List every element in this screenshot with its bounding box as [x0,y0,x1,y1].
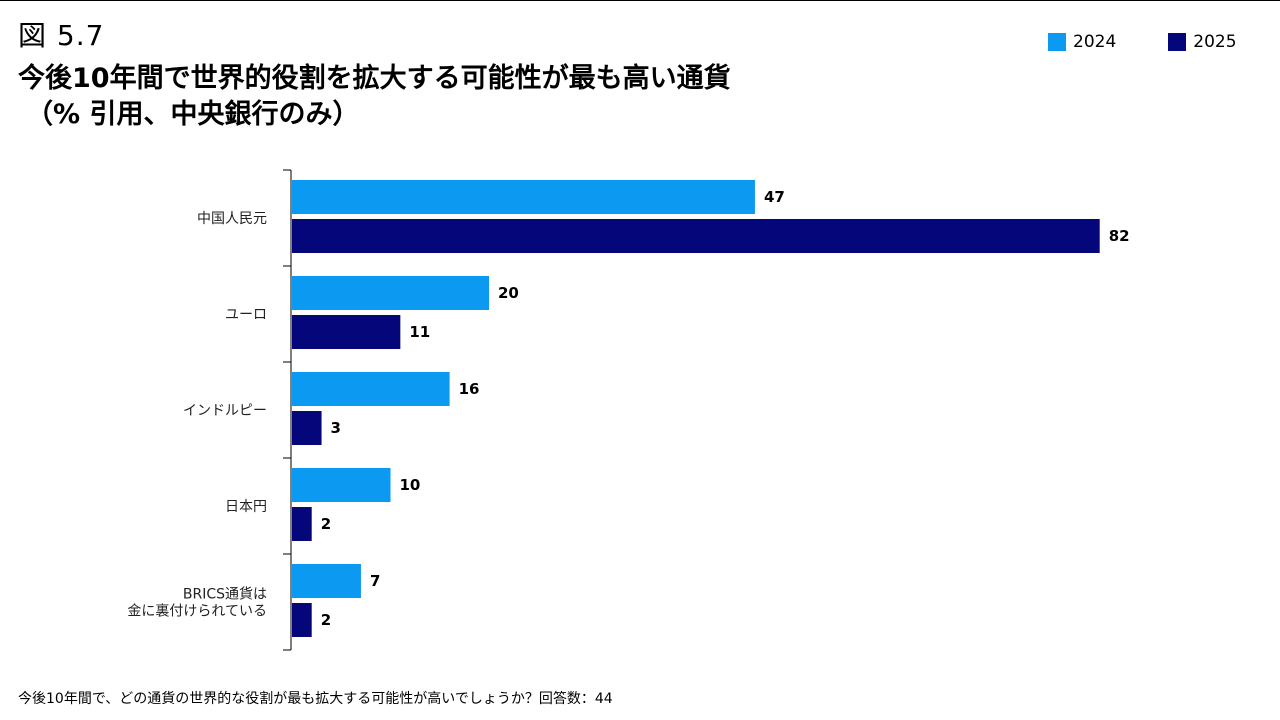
legend-item-2024: 2024 [1048,32,1116,52]
top-rule [0,0,1280,1]
legend-label-2025: 2025 [1193,32,1237,52]
data-label: 47 [764,188,785,206]
category-label: BRICS通貨は [183,586,267,603]
data-label: 2 [321,611,331,629]
category-label: インドルピー [183,403,267,419]
bar-2025 [292,507,312,541]
bar-2025 [292,411,322,445]
data-label: 3 [331,419,341,437]
data-label: 2 [321,515,331,533]
data-label: 10 [400,476,421,494]
legend: 2024 2025 [1048,32,1237,52]
legend-swatch-2025 [1168,33,1187,51]
data-label: 20 [498,284,519,302]
bar-2024 [292,276,489,310]
legend-item-2025: 2025 [1168,32,1237,52]
chart-subtitle: （% 引用、中央銀行のみ） [26,99,360,130]
data-label: 82 [1109,227,1130,245]
bar-2024 [292,372,450,406]
data-label: 7 [370,572,380,590]
bar-2024 [292,564,361,598]
bar-2025 [292,219,1100,253]
bar-2025 [292,603,312,637]
chart-title: 今後10年間で世界的役割を拡大する可能性が最も高い通貨 [18,63,731,94]
figure-label: 図 5.7 [18,19,105,52]
category-label: 中国人民元 [197,211,267,227]
footnote: 今後10年間で、どの通貨の世界的な役割が最も拡大する可能性が高いでしょうか？回答… [18,691,613,707]
legend-label-2024: 2024 [1073,32,1117,52]
category-label: 金に裏付けられている [127,603,267,620]
bar-2024 [292,180,755,214]
data-label: 16 [459,380,480,398]
category-label: 日本円 [225,499,267,515]
category-label: ユーロ [225,307,267,323]
bar-2025 [292,315,401,349]
legend-swatch-2024 [1048,33,1066,51]
data-label: 11 [409,323,430,341]
bar-2024 [292,468,391,502]
